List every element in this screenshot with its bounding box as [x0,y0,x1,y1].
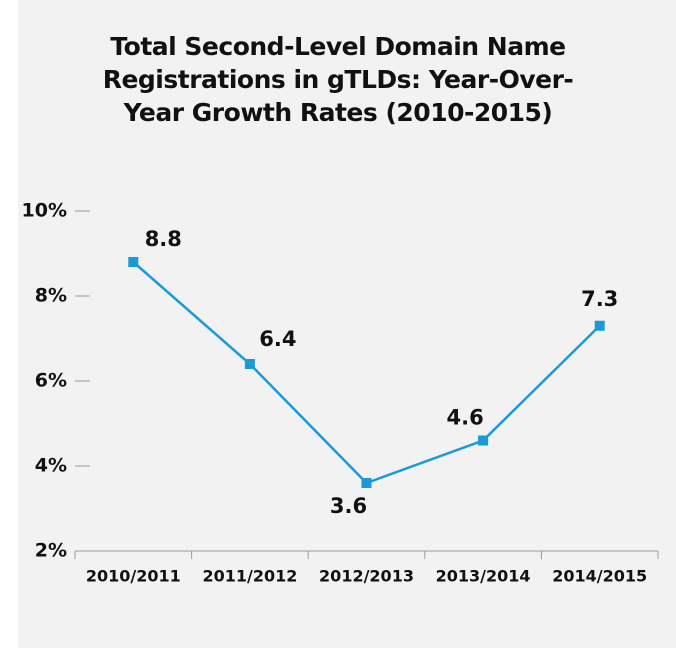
marker [478,435,489,446]
data-label: 3.6 [330,494,367,518]
marker [128,257,139,267]
marker [594,320,605,331]
x-tick-label: 2012/2013 [319,567,414,586]
x-tick-label: 2013/2014 [436,567,531,586]
y-tick-label: 8% [35,285,67,307]
x-tick-label: 2011/2012 [202,567,297,586]
x-tick-label: 2010/2011 [86,567,181,586]
marker [361,478,372,488]
data-label: 4.6 [446,406,483,430]
y-tick-label: 10% [22,200,67,222]
y-tick-label: 4% [35,455,67,477]
y-tick-label: 2% [35,540,67,562]
data-label: 8.8 [145,227,182,251]
data-label: 7.3 [581,287,618,311]
chart-title: Total Second-Level Domain Name Registrat… [102,32,574,127]
background [18,0,676,648]
marker [244,359,255,369]
y-tick-label: 6% [35,370,67,392]
data-label: 6.4 [259,327,296,351]
x-tick-label: 2014/2015 [552,567,647,586]
